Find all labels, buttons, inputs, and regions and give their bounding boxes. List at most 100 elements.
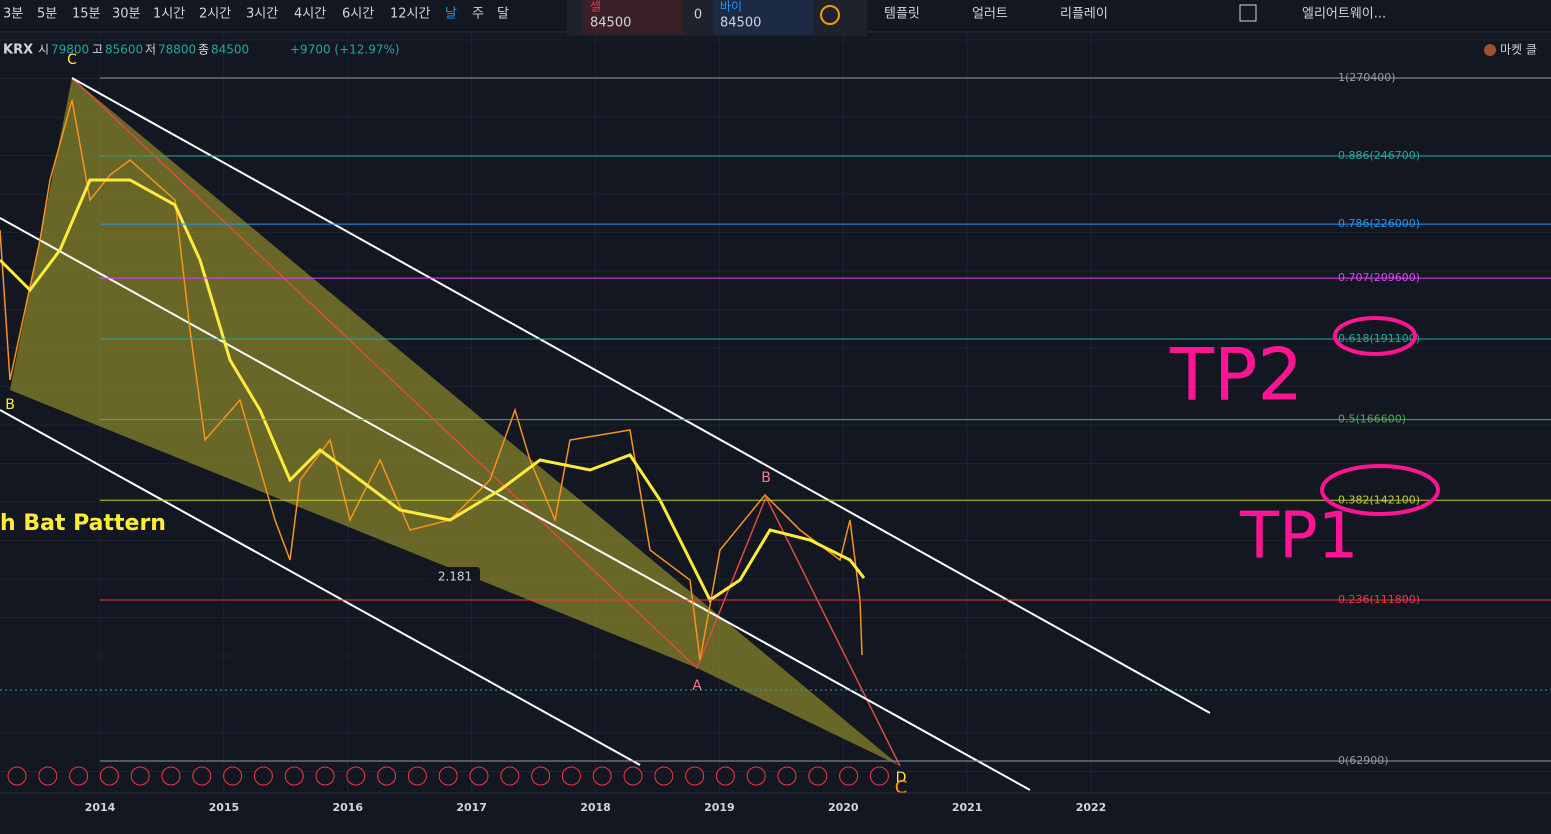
earnings-marker[interactable] [38, 766, 58, 786]
earnings-marker[interactable] [377, 766, 397, 786]
x-tick-label: 2014 [85, 801, 116, 814]
earnings-marker[interactable] [284, 766, 304, 786]
earnings-marker[interactable] [192, 766, 212, 786]
interval[interactable]: 30분 [112, 7, 141, 22]
pattern-leg [71, 77, 901, 767]
fib-label: 0(62900) [1338, 754, 1389, 767]
sell-label: 셀 [590, 0, 601, 14]
interval[interactable]: 6시간 [342, 7, 374, 22]
annotation: TP2 [1169, 333, 1303, 417]
ohlc-value: 85600 [105, 43, 143, 57]
ohlc-label: 시 [38, 43, 49, 57]
sell-button[interactable] [583, 0, 683, 34]
checkbox[interactable] [1239, 4, 1257, 22]
earnings-marker[interactable] [469, 766, 489, 786]
interval[interactable]: 12시간 [390, 7, 431, 22]
channel-line [0, 409, 641, 766]
ohlc: 시 79800 고 85600 저 78800 종 84500 [38, 43, 249, 57]
fib-label: 1(270400) [1338, 71, 1396, 84]
x-tick-label: 2021 [952, 801, 983, 814]
pattern-point-label: B [761, 470, 771, 486]
fib-label: 0.886(246700) [1338, 149, 1420, 162]
earnings-marker[interactable] [7, 766, 27, 786]
pattern-point-label: C [67, 52, 77, 68]
x-tick-label: 2016 [332, 801, 363, 814]
earnings-marker[interactable] [130, 766, 150, 786]
market-status: 마켓 클 [1500, 43, 1537, 57]
spread: 0 [694, 8, 702, 23]
interval[interactable]: 4시간 [294, 7, 326, 22]
x-tick-label: 2015 [209, 801, 240, 814]
fib-label: 0.382(142100) [1338, 493, 1420, 506]
highlight [1320, 464, 1440, 516]
buy-button[interactable] [713, 0, 813, 34]
earnings-marker[interactable] [561, 766, 581, 786]
earnings-marker[interactable] [253, 766, 273, 786]
toolbar-button[interactable]: 리플레이 [1060, 7, 1108, 22]
fib-label: 0.5(166600) [1338, 413, 1406, 426]
overlay: 1(270400) 0.886(246700) 0.786(226000) 0.707… [0, 52, 1551, 798]
earnings-marker[interactable] [99, 766, 119, 786]
interval[interactable]: 날 [445, 7, 457, 22]
sell-price: 84500 [590, 16, 631, 31]
ohlc-label: 저 [145, 43, 156, 57]
earnings-marker[interactable] [531, 766, 551, 786]
x-tick-label: 2019 [704, 801, 735, 814]
earnings-marker[interactable] [407, 766, 427, 786]
fib-label: 0.236(111800) [1338, 593, 1420, 606]
ohlc-value: 78800 [158, 43, 196, 57]
pattern-title: h Bat Pattern [0, 511, 166, 536]
change: +9700 (+12.97%) [290, 43, 400, 57]
earnings-marker[interactable] [746, 766, 766, 786]
interval[interactable]: 3시간 [246, 7, 278, 22]
earnings-marker[interactable] [223, 766, 243, 786]
pattern-point-label: D [896, 770, 907, 786]
buy-label: 바이 [720, 0, 742, 14]
moving-average [0, 178, 866, 603]
annotation: TP1 [1239, 500, 1358, 574]
interval[interactable]: 달 [497, 7, 509, 22]
ratio-badge [430, 567, 480, 586]
channel-line [71, 77, 1211, 714]
channel-line [0, 217, 1031, 791]
earnings-marker[interactable] [500, 766, 520, 786]
earnings-marker[interactable] [839, 766, 859, 786]
x-tick-label: 2022 [1076, 801, 1107, 814]
earnings-marker[interactable] [685, 766, 705, 786]
earnings-marker[interactable] [654, 766, 674, 786]
earnings-marker[interactable] [715, 766, 735, 786]
earnings-marker[interactable] [69, 766, 89, 786]
earnings-marker[interactable] [346, 766, 366, 786]
toolbar-button[interactable]: 얼러트 [972, 7, 1008, 22]
buy-price: 84500 [720, 16, 761, 31]
interval[interactable]: 주 [472, 7, 484, 22]
interval[interactable]: 5분 [37, 7, 57, 22]
x-tick-label: 2017 [456, 801, 487, 814]
x-tick-label: 2018 [580, 801, 611, 814]
interval[interactable]: 3분 [3, 7, 23, 22]
earnings-marker[interactable] [623, 766, 643, 786]
highlight [1333, 316, 1417, 356]
earnings-marker[interactable] [161, 766, 181, 786]
toolbar-button[interactable]: 템플릿 [884, 7, 920, 22]
interval[interactable]: 2시간 [199, 7, 231, 22]
info-icon[interactable] [820, 5, 840, 25]
symbol: KRX [3, 43, 33, 58]
earnings-marker[interactable] [808, 766, 828, 786]
study-select[interactable]: 엘리어트웨이... [1302, 7, 1386, 22]
pattern-point-label: C [895, 777, 908, 798]
earnings-marker[interactable] [315, 766, 335, 786]
fib-label: 0.618(191100) [1338, 332, 1420, 345]
earnings-marker[interactable] [592, 766, 612, 786]
fib-label: 0.786(226000) [1338, 217, 1420, 230]
earnings-marker[interactable] [438, 766, 458, 786]
interval[interactable]: 15분 [72, 7, 101, 22]
market-icon [1484, 44, 1496, 56]
earnings-marker[interactable] [777, 766, 797, 786]
pattern-point-label: B [5, 397, 15, 413]
interval[interactable]: 1시간 [153, 7, 185, 22]
earnings-marker[interactable] [869, 766, 889, 786]
ohlc-value: 84500 [211, 43, 249, 57]
